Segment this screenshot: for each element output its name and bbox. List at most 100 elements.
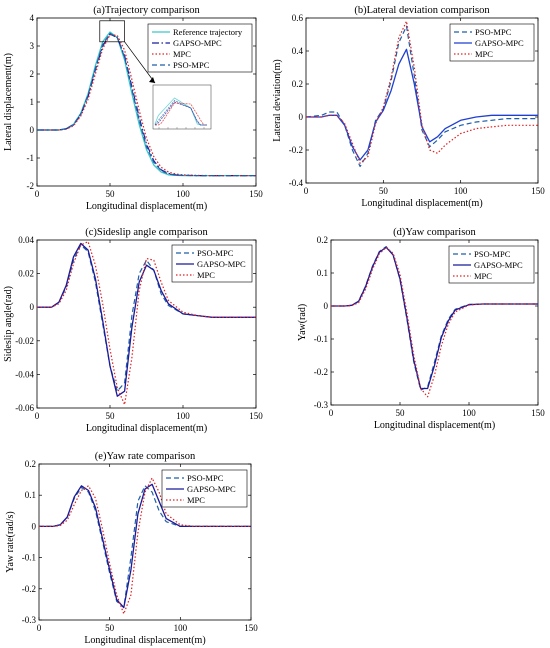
- legend-label: PSO-MPC: [475, 27, 512, 37]
- y-tick-label: 3: [30, 41, 35, 51]
- chart-panel-a: (a)Trajectory comparison 0 50 100 150 -2 -1 0 1 2…: [3, 5, 263, 212]
- y-tick-label: 0: [32, 521, 37, 531]
- chart-title: (c)Sideslip angle comparison: [85, 227, 208, 238]
- y-tick-label: -0.2: [22, 584, 36, 594]
- x-tick-label: 150: [249, 411, 263, 421]
- x-tick-label: 100: [174, 623, 188, 633]
- y-axis-label: Lateral displacement(m): [3, 53, 14, 151]
- y-tick-label: 0.6: [292, 13, 304, 23]
- y-tick-label: 0: [299, 112, 304, 122]
- x-tick-label: 100: [462, 408, 476, 418]
- chart-title: (a)Trajectory comparison: [93, 5, 200, 16]
- series-line-gapso-mpc: [37, 242, 256, 397]
- y-tick-label: 0: [30, 125, 35, 135]
- x-tick-label: 50: [105, 623, 115, 633]
- y-tick-label: 0.1: [25, 490, 36, 500]
- x-tick-label: 150: [531, 186, 545, 196]
- x-axis-label: Longitudinal displacement(m): [86, 201, 207, 212]
- series-line-mpc: [331, 246, 538, 398]
- series-group: [39, 477, 251, 615]
- chart-panel-c: (c)Sideslip angle comparison 0 50 100 150 -0.…: [3, 227, 263, 434]
- legend-label: GAPSO-MPC: [187, 484, 236, 494]
- legend-label: MPC: [187, 495, 205, 505]
- y-tick-label: -0.02: [15, 336, 34, 346]
- y-tick-label: 0.04: [18, 235, 34, 245]
- y-tick-label: 0.1: [317, 268, 328, 278]
- x-tick-label: 100: [176, 189, 190, 199]
- series-line-gapso-mpc: [306, 48, 538, 161]
- legend-label: Reference trajectory: [173, 27, 243, 37]
- x-tick-label: 50: [379, 186, 389, 196]
- y-tick-label: -2: [27, 181, 35, 191]
- x-tick-label: 50: [106, 189, 116, 199]
- legend-label: GAPSO-MPC: [197, 259, 246, 269]
- x-tick-label: 50: [106, 411, 116, 421]
- y-tick-label: -0.04: [15, 369, 34, 379]
- y-tick-label: 2: [30, 69, 35, 79]
- series-line-pso-mpc: [37, 244, 256, 392]
- y-tick-label: 0.2: [317, 235, 328, 245]
- y-axis-label: Yaw rate(rad/s): [5, 511, 16, 572]
- inset-series-line: [155, 102, 207, 126]
- legend-label: MPC: [474, 271, 492, 281]
- x-tick-label: 0: [35, 189, 40, 199]
- y-axis-label: Lateral deviation(m): [272, 59, 283, 141]
- series-line-gapso-mpc: [39, 483, 251, 609]
- y-tick-label: 0.2: [292, 79, 303, 89]
- x-tick-label: 0: [329, 408, 334, 418]
- zoom-arrow-head: [149, 77, 155, 83]
- y-tick-label: -0.4: [289, 178, 304, 188]
- x-tick-label: 150: [249, 189, 263, 199]
- legend-label: PSO-MPC: [173, 60, 210, 70]
- x-tick-label: 50: [396, 408, 406, 418]
- legend-label: GAPSO-MPC: [475, 38, 524, 48]
- chart-title: (d)Yaw comparison: [393, 227, 476, 238]
- y-axis-label: Yaw(rad): [297, 304, 308, 341]
- y-tick-label: -0.3: [22, 615, 37, 625]
- x-axis-label: Longitudinal displacement(m): [86, 423, 207, 434]
- zoom-highlight-box: [99, 20, 125, 43]
- x-tick-label: 100: [454, 186, 468, 196]
- inset-series-line: [154, 101, 207, 126]
- y-axis-label: Sideslip angle(rad): [3, 286, 14, 362]
- y-tick-label: -0.06: [15, 403, 34, 413]
- y-tick-label: -1: [27, 153, 35, 163]
- inset-series-line: [154, 100, 207, 126]
- inset-series-group: [154, 97, 207, 126]
- y-tick-label: 0.4: [292, 46, 304, 56]
- y-tick-label: -0.2: [314, 367, 328, 377]
- series-group: [37, 241, 256, 406]
- x-axis-label: Longitudinal displacement(m): [374, 420, 495, 431]
- legend-label: GAPSO-MPC: [474, 260, 523, 270]
- series-line-gapso-mpc: [37, 33, 256, 177]
- chart-panel-b: (b)Lateral deviation comparison 0 50 100 150…: [272, 5, 545, 209]
- series-line-gapso-mpc: [331, 246, 538, 390]
- series-line-mpc: [39, 477, 251, 615]
- legend-label: PSO-MPC: [197, 248, 234, 258]
- x-tick-label: 150: [531, 408, 545, 418]
- legend-label: GAPSO-MPC: [173, 38, 222, 48]
- y-tick-label: -0.3: [314, 400, 329, 410]
- series-line-pso-mpc: [37, 32, 256, 177]
- series-line-mpc: [306, 20, 538, 164]
- x-tick-label: 0: [304, 186, 309, 196]
- x-tick-label: 100: [176, 411, 190, 421]
- y-tick-label: -0.1: [22, 553, 36, 563]
- y-tick-label: 0.02: [18, 269, 34, 279]
- x-axis-label: Longitudinal displacement(m): [84, 635, 205, 646]
- chart-panel-e: (e)Yaw rate comparison 0 50 100 150 -0.3 -0.2 -…: [5, 451, 258, 646]
- x-tick-label: 150: [244, 623, 258, 633]
- y-tick-label: 0: [30, 302, 35, 312]
- y-tick-label: 1: [30, 97, 35, 107]
- series-group: [306, 20, 538, 168]
- legend-label: MPC: [173, 49, 191, 59]
- y-tick-label: 0: [324, 301, 329, 311]
- series-line-mpc: [37, 241, 256, 406]
- inset-series-line: [154, 97, 207, 126]
- legend-label: MPC: [475, 49, 493, 59]
- series-group: [331, 246, 538, 398]
- y-tick-label: -0.1: [314, 334, 328, 344]
- legend-label: PSO-MPC: [474, 249, 511, 259]
- y-tick-label: -0.2: [289, 145, 303, 155]
